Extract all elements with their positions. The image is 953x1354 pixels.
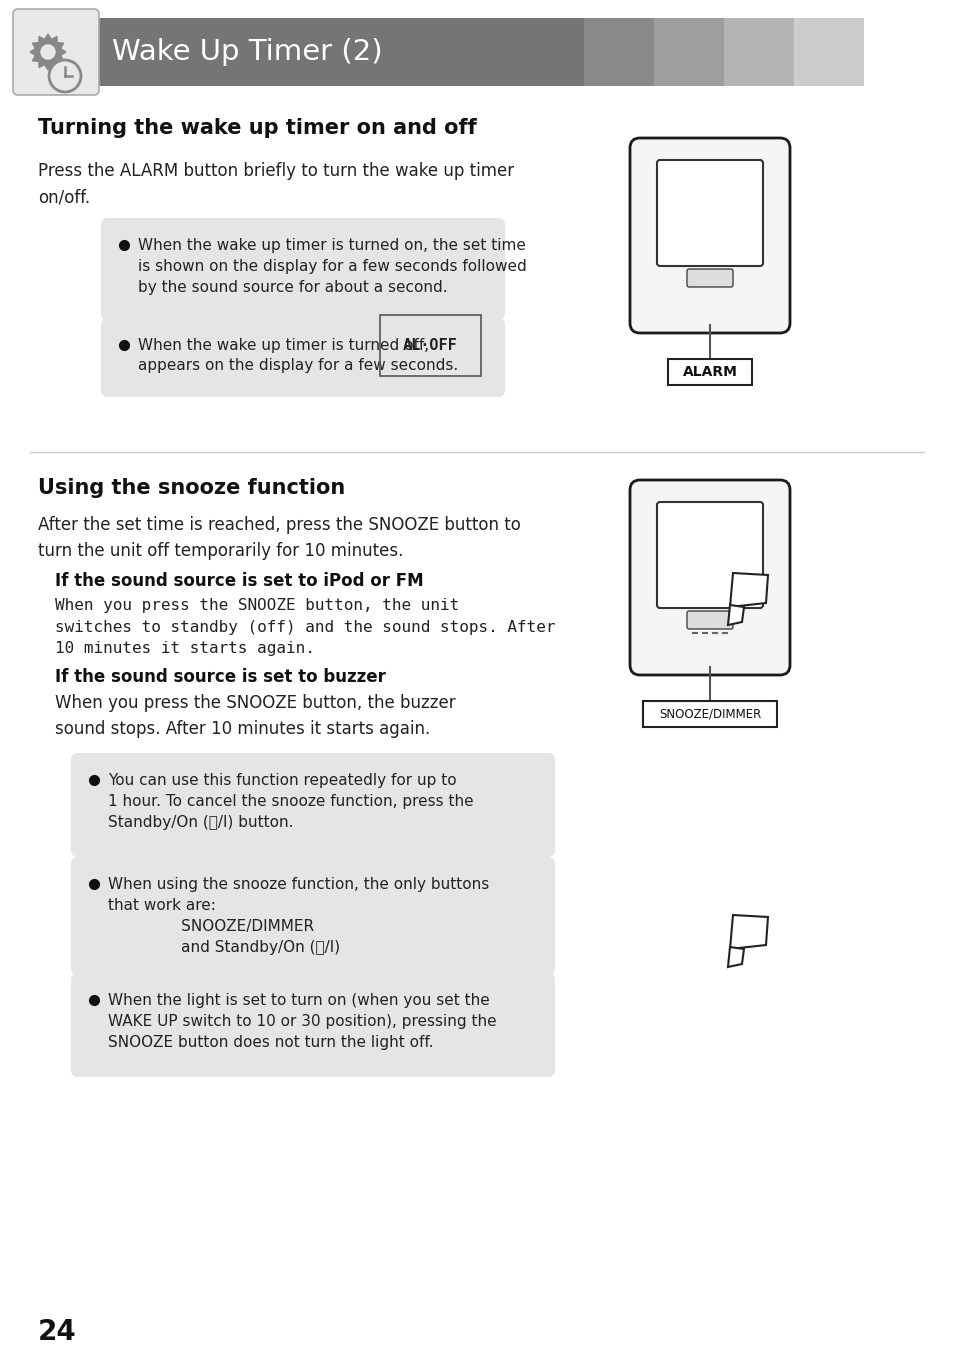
Text: ALARM: ALARM (681, 366, 737, 379)
Polygon shape (727, 946, 743, 967)
Text: When the light is set to turn on (when you set the
WAKE UP switch to 10 or 30 po: When the light is set to turn on (when y… (108, 992, 497, 1049)
Polygon shape (729, 915, 767, 949)
FancyBboxPatch shape (71, 974, 555, 1076)
Text: Press the ALARM button briefly to turn the wake up timer
on/off.: Press the ALARM button briefly to turn t… (38, 162, 514, 206)
Text: Using the snooze function: Using the snooze function (38, 478, 345, 498)
FancyBboxPatch shape (71, 753, 555, 857)
Text: If the sound source is set to iPod or FM: If the sound source is set to iPod or FM (55, 571, 423, 590)
Bar (654, 18, 723, 87)
Text: Wake Up Timer (2): Wake Up Timer (2) (112, 38, 382, 66)
Text: When you press the SNOOZE button, the unit
switches to standby (off) and the sou: When you press the SNOOZE button, the un… (55, 598, 555, 657)
Bar (723, 18, 793, 87)
FancyBboxPatch shape (657, 502, 762, 608)
FancyBboxPatch shape (101, 218, 504, 320)
Text: When using the snooze function, the only buttons
that work are:
               S: When using the snooze function, the only… (108, 877, 489, 955)
FancyBboxPatch shape (629, 481, 789, 676)
Text: If the sound source is set to buzzer: If the sound source is set to buzzer (55, 668, 385, 686)
FancyBboxPatch shape (667, 359, 751, 385)
Text: When the wake up timer is turned on, the set time
is shown on the display for a : When the wake up timer is turned on, the… (138, 238, 526, 295)
Polygon shape (30, 34, 66, 70)
Text: Turning the wake up timer on and off: Turning the wake up timer on and off (38, 118, 476, 138)
Circle shape (41, 45, 55, 60)
FancyBboxPatch shape (101, 318, 504, 397)
FancyBboxPatch shape (642, 701, 776, 727)
Text: You can use this function repeatedly for up to
1 hour. To cancel the snooze func: You can use this function repeatedly for… (108, 773, 473, 830)
Text: SNOOZE/DIMMER: SNOOZE/DIMMER (659, 708, 760, 720)
Text: 24: 24 (38, 1317, 76, 1346)
Polygon shape (729, 573, 767, 607)
Text: When you press the SNOOZE button, the buzzer
sound stops. After 10 minutes it st: When you press the SNOOZE button, the bu… (55, 695, 456, 738)
FancyBboxPatch shape (13, 9, 99, 95)
FancyBboxPatch shape (686, 269, 732, 287)
Text: When the wake up timer is turned off,: When the wake up timer is turned off, (138, 338, 438, 353)
FancyBboxPatch shape (629, 138, 789, 333)
Circle shape (49, 60, 81, 92)
Bar (583, 18, 654, 87)
Text: appears on the display for a few seconds.: appears on the display for a few seconds… (138, 357, 457, 372)
Bar (94, 18, 583, 87)
Bar (793, 18, 863, 87)
FancyBboxPatch shape (686, 611, 732, 630)
Text: After the set time is reached, press the SNOOZE button to
turn the unit off temp: After the set time is reached, press the… (38, 516, 520, 561)
Polygon shape (727, 605, 743, 626)
FancyBboxPatch shape (71, 857, 555, 975)
FancyBboxPatch shape (657, 160, 762, 265)
Text: AL·OFF: AL·OFF (402, 338, 457, 353)
